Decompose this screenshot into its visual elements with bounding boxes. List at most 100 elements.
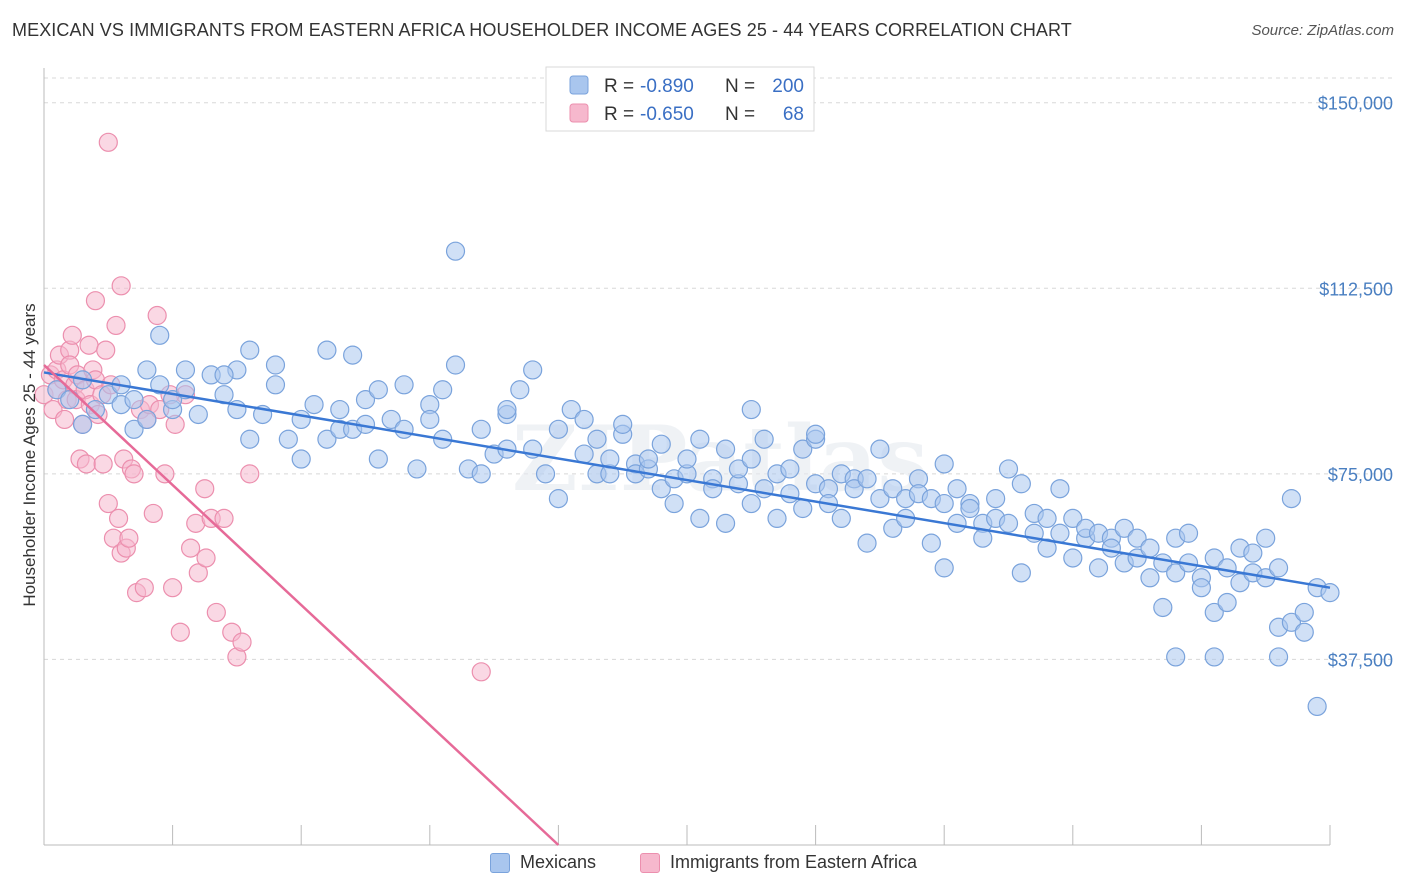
eastern-africa-point <box>62 325 82 345</box>
mexicans-point <box>85 399 106 420</box>
mexicans-point <box>780 459 800 479</box>
mexicans-point <box>304 394 324 415</box>
legend-frame <box>545 66 815 132</box>
mexicans-point <box>1204 647 1224 667</box>
mexicans-point <box>1217 592 1237 613</box>
legend-swatch-mexicans <box>569 75 589 95</box>
mexicans-point <box>960 498 980 519</box>
mexicans-point <box>317 340 337 360</box>
mexicans-point <box>831 508 851 529</box>
eastern-africa-point <box>188 563 208 583</box>
eastern-africa-point <box>85 291 106 311</box>
mexicans-point <box>420 409 440 430</box>
mexicans-point <box>124 390 144 410</box>
mexicans-point <box>355 390 376 410</box>
mexicans-point <box>175 360 196 380</box>
mexicans-point <box>1307 696 1327 717</box>
eastern-africa-point <box>111 276 131 296</box>
mexicans-point <box>548 489 569 509</box>
mexicans-point <box>613 414 633 434</box>
mexicans-point <box>1268 647 1289 667</box>
eastern-africa-point <box>54 409 75 430</box>
mexicans-point <box>548 419 569 439</box>
scatter-chart: ZIPatlas $37,500$75,000$112,500$150,0000… <box>20 66 1395 846</box>
bottom-legend-swatch-mexicans <box>490 852 510 873</box>
mexicans-point <box>291 449 311 469</box>
mexicans-point <box>291 409 311 430</box>
mexicans-point <box>188 404 208 425</box>
mexicans-point <box>587 429 607 449</box>
axes <box>43 68 1331 846</box>
eastern-africa-point <box>181 538 201 558</box>
mexicans-point <box>844 479 864 499</box>
mexicans-point <box>754 429 774 449</box>
tick-labels: $37,500$75,000$112,500$150,0000.0%100.0% <box>1318 94 1393 671</box>
y-tick-label: $150,000 <box>1318 94 1393 114</box>
mexicans-point <box>857 533 877 553</box>
eastern-africa-point <box>240 464 260 484</box>
eastern-africa-point <box>214 508 234 529</box>
eastern-africa-point <box>134 578 154 598</box>
mexicans-point <box>394 375 414 395</box>
eastern-africa-point <box>471 662 491 682</box>
legend-n-value: 68 <box>783 104 804 125</box>
mexicans-point <box>137 409 157 430</box>
bottom-legend-item-mexicans: Mexicans <box>490 852 596 873</box>
mexicans-point <box>793 439 813 459</box>
mexicans-point <box>986 489 1006 509</box>
mexicans-point <box>1191 578 1212 598</box>
y-tick-label: $75,000 <box>1328 465 1393 485</box>
mexicans-point <box>471 464 491 484</box>
eastern-africa-point <box>93 454 113 474</box>
mexicans-point <box>433 380 453 400</box>
mexicans-point <box>1088 558 1109 578</box>
eastern-africa-point <box>196 548 216 568</box>
mexicans-point <box>47 380 67 400</box>
eastern-africa-point <box>195 479 215 499</box>
eastern-africa-point <box>98 493 118 514</box>
mexicans-point <box>883 479 903 499</box>
mexicans-point <box>805 424 826 444</box>
bottom-legend-label: Immigrants from Eastern Africa <box>670 852 918 872</box>
eastern-africa-point <box>163 578 183 598</box>
mexicans-point <box>883 518 903 538</box>
mexicans-point <box>317 429 337 449</box>
eastern-africa-trend-line <box>43 364 560 846</box>
mexicans-point <box>870 439 890 459</box>
mexicans-point <box>1294 602 1314 623</box>
mexicans-point <box>1153 597 1173 618</box>
mexicans-point <box>407 459 427 479</box>
watermark: ZIPatlas <box>512 406 928 512</box>
legend-n-label: N = <box>725 104 760 125</box>
mexicans-point <box>368 380 388 400</box>
mexicans-point <box>1140 538 1160 558</box>
legend-n-label: N = <box>725 76 760 97</box>
eastern-africa-point <box>147 305 167 326</box>
legend: R = -0.890 N = 200 R = -0.650 N = 68 <box>545 66 815 132</box>
mexicans-point <box>715 513 736 533</box>
mexicans-point <box>870 489 890 509</box>
series-mexicans-points <box>47 241 1340 717</box>
legend-n-value: 200 <box>772 76 804 97</box>
mexicans-point <box>1101 538 1121 558</box>
mexicans-point <box>150 325 170 345</box>
mexicans-point <box>574 444 594 464</box>
mexicans-point <box>1063 548 1083 568</box>
mexicans-trend-line <box>43 371 1331 589</box>
mexicans-point <box>394 419 414 439</box>
mexicans-point <box>728 459 749 479</box>
mexicans-point <box>651 434 671 454</box>
mexicans-point <box>240 340 260 360</box>
mexicans-point <box>445 241 466 261</box>
mexicans-point <box>368 449 388 469</box>
mexicans-point <box>651 479 671 499</box>
mexicans-point <box>381 409 401 430</box>
mexicans-point <box>1294 622 1314 642</box>
eastern-africa-point <box>119 528 139 548</box>
mexicans-point <box>690 508 710 529</box>
mexicans-point <box>1204 548 1224 568</box>
mexicans-point <box>998 459 1019 479</box>
mexicans-point <box>793 498 813 519</box>
eastern-africa-point <box>170 622 190 642</box>
mexicans-point <box>445 355 466 375</box>
